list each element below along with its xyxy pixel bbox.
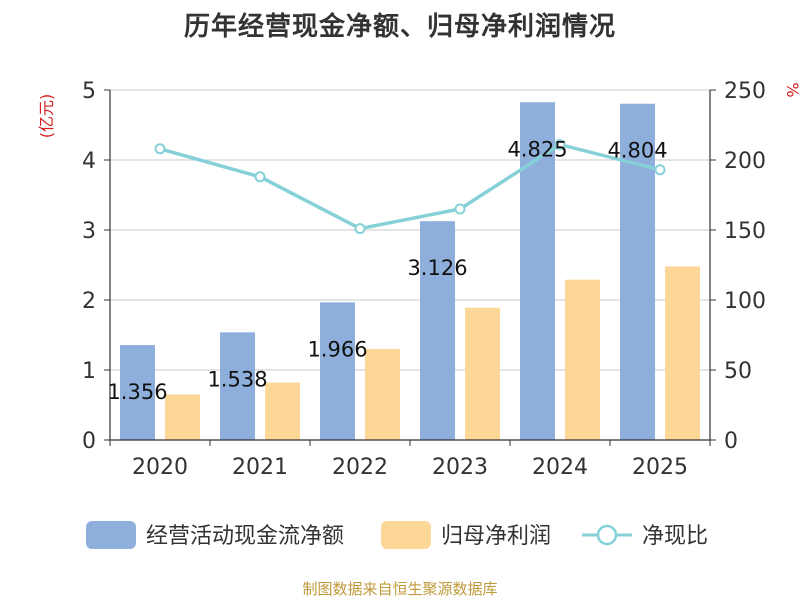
bar-marks [120,102,700,440]
legend-label: 净现比 [642,524,708,549]
right-tick-label: 150 [724,219,766,244]
bar [365,349,400,440]
legend-marker [596,524,618,546]
grid-lines [110,89,710,371]
x-tick-label: 2021 [232,455,288,480]
data-label: 4.804 [607,139,667,163]
ratio-point [454,203,466,215]
ratio-point [154,143,166,155]
data-label: 4.825 [507,137,567,161]
right-axis-label: % [783,82,800,97]
ratio-point [254,171,266,183]
bar [465,307,500,440]
x-tick-label: 2024 [532,455,588,480]
bar [265,382,300,440]
data-label: 1.538 [207,367,267,391]
data-label: 1.966 [307,337,367,361]
left-tick-label: 0 [82,429,96,454]
data-labels: 1.356 1.538 1.966 3.126 4.825 4.804 [107,137,667,404]
left-axis-label: (亿元) [37,94,56,139]
source-note: 制图数据来自恒生聚源数据库 [302,580,498,598]
legend: 经营活动现金流净额 归母净利润 净现比 [86,521,708,549]
legend-swatch [86,521,136,549]
bar [120,345,155,440]
bar [320,302,355,440]
left-tick-label: 4 [82,149,96,174]
x-tick-label: 2020 [132,455,188,480]
x-tick-label: 2022 [332,455,388,480]
right-tick-label: 250 [724,79,766,104]
bar [565,279,600,440]
data-label: 3.126 [407,256,467,280]
bar [665,266,700,440]
right-tick-label: 50 [724,359,752,384]
right-tick-label: 100 [724,289,766,314]
line-series [154,139,666,235]
right-tick-label: 0 [724,429,738,454]
legend-label: 归母净利润 [441,524,551,549]
legend-label: 经营活动现金流净额 [146,524,344,549]
bar [220,332,255,440]
left-tick-label: 3 [82,219,96,244]
left-tick-label: 2 [82,289,96,314]
ratio-point [354,223,366,235]
x-tick-label: 2025 [632,455,688,480]
bar [165,394,200,440]
ratio-line [159,142,661,231]
left-tick-label: 1 [82,359,96,384]
data-label: 1.356 [107,380,167,404]
ratio-point [554,139,566,151]
chart-title: 历年经营现金净额、归母净利润情况 [183,12,616,42]
left-tick-label: 5 [82,79,96,104]
bar [420,221,455,440]
ratio-point [654,164,666,176]
x-tick-label: 2023 [432,455,488,480]
right-tick-label: 200 [724,149,766,174]
legend-swatch [381,521,431,549]
